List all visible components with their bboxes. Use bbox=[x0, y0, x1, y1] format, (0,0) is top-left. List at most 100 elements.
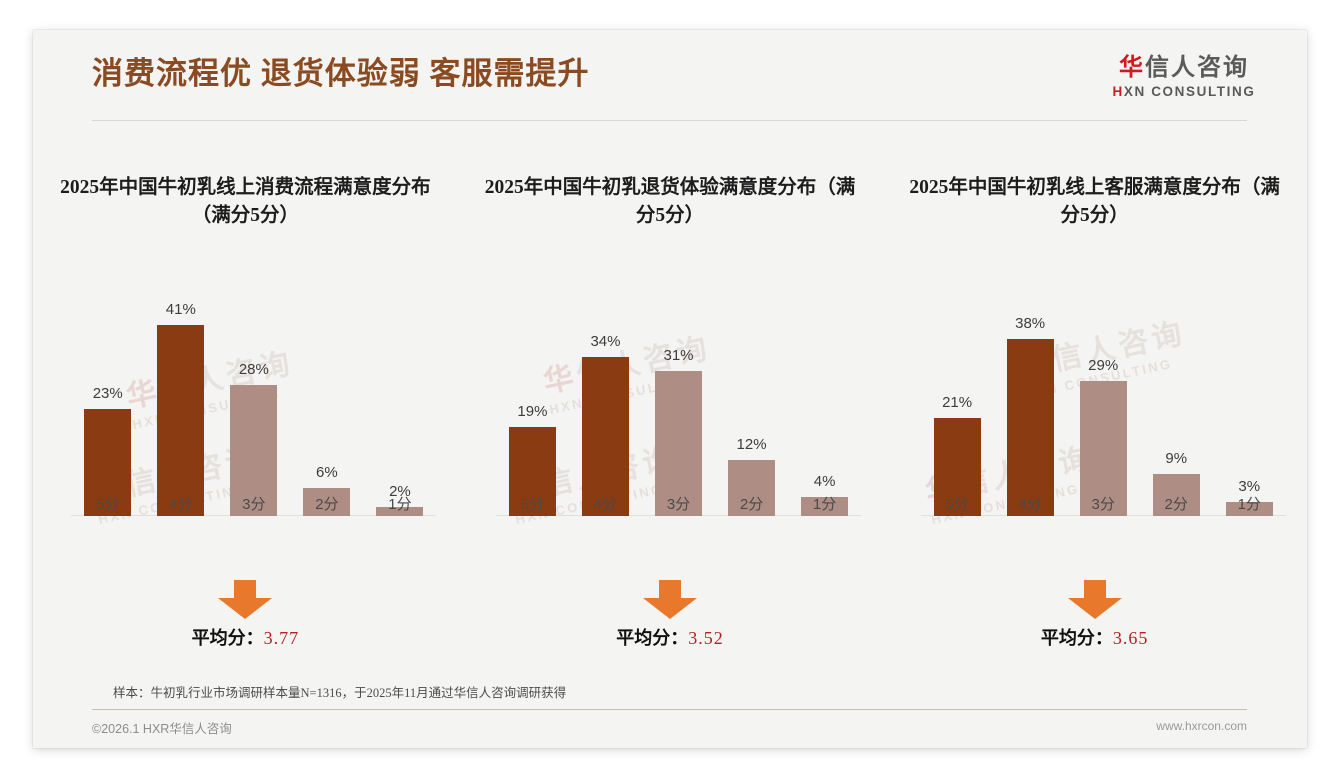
down-arrow-icon bbox=[218, 580, 273, 619]
bar-column[interactable]: 9% 2分 bbox=[1140, 280, 1213, 516]
x-axis-tick-label: 1分 bbox=[812, 496, 837, 513]
bar-column[interactable]: 12% 2分 bbox=[715, 280, 788, 516]
bar-column[interactable]: 41% 4分 bbox=[144, 280, 217, 516]
bar-value-label: 31% bbox=[663, 347, 694, 365]
bar-column[interactable]: 2% 1分 bbox=[363, 280, 436, 516]
title-divider bbox=[92, 120, 1247, 121]
plot-area: 21% 5分 38% 4分 29% 3分 9% 2分 3% 1分 bbox=[921, 280, 1286, 516]
bar-value-label: 38% bbox=[1015, 314, 1046, 332]
bar[interactable] bbox=[230, 385, 278, 516]
x-axis-tick-label: 1分 bbox=[1237, 496, 1261, 513]
average-score-text: 平均分：3.52 bbox=[458, 624, 883, 650]
bar-column[interactable]: 19% 5分 bbox=[496, 280, 569, 516]
bar[interactable] bbox=[1225, 502, 1273, 516]
plot-area: 19% 5分 34% 4分 31% 3分 12% 2分 4% 1分 bbox=[496, 280, 861, 516]
bar-column[interactable]: 23% 5分 bbox=[71, 280, 144, 516]
down-arrow-icon bbox=[1067, 580, 1122, 619]
bar-value-label: 3% bbox=[1238, 478, 1261, 495]
sample-footnote: 样本：牛初乳行业市场调研样本量N=1316，于2025年11月通过华信人咨询调研… bbox=[113, 686, 567, 700]
average-score-block: 平均分：3.77 bbox=[33, 580, 458, 650]
average-score-text: 平均分：3.77 bbox=[33, 624, 458, 650]
bar-value-label: 41% bbox=[165, 300, 196, 318]
bar[interactable] bbox=[655, 371, 702, 516]
bar-chart: 23% 5分 41% 4分 28% 3分 6% 2分 2% 1分 bbox=[71, 280, 437, 550]
bar[interactable] bbox=[801, 497, 849, 516]
slide-header: 消费流程优 退货体验弱 客服需提升 华信人咨询 HXN CONSULTING bbox=[33, 30, 1307, 121]
bar-column[interactable]: 21% 5分 bbox=[921, 280, 994, 516]
x-axis-tick-label: 4分 bbox=[593, 496, 618, 513]
bar[interactable] bbox=[508, 427, 556, 516]
bar-column[interactable]: 38% 4分 bbox=[994, 280, 1067, 516]
down-arrow-icon bbox=[643, 580, 697, 619]
bar[interactable] bbox=[933, 418, 981, 516]
x-axis-tick-label: 5分 bbox=[945, 496, 969, 513]
page-title: 消费流程优 退货体验弱 客服需提升 bbox=[92, 56, 590, 91]
bar[interactable] bbox=[1006, 338, 1054, 516]
chart-title: 2025年中国牛初乳线上消费流程满意度分布（满分5分） bbox=[60, 177, 431, 227]
bar-value-label: 12% bbox=[736, 436, 767, 453]
x-axis-tick-label: 4分 bbox=[1018, 496, 1042, 513]
logo-h-character: H bbox=[1112, 84, 1124, 100]
bar-value-label: 2% bbox=[389, 482, 411, 500]
x-axis-tick-label: 2分 bbox=[739, 496, 764, 513]
bar[interactable] bbox=[84, 408, 132, 516]
bar[interactable] bbox=[1152, 474, 1200, 516]
bar-value-label: 29% bbox=[1088, 356, 1119, 374]
bar-chart: 19% 5分 34% 4分 31% 3分 12% 2分 4% 1分 bbox=[495, 280, 862, 550]
average-score-value: 3.77 bbox=[263, 628, 300, 648]
copyright-text: ©2026.1 HXR华信人咨询 bbox=[92, 722, 232, 736]
average-score-value: 3.52 bbox=[688, 628, 724, 648]
chart-title: 2025年中国牛初乳线上客服满意度分布（满分5分） bbox=[909, 177, 1280, 227]
average-score-label: 平均分： bbox=[191, 628, 264, 648]
bar-value-label: 34% bbox=[590, 333, 621, 351]
bar[interactable] bbox=[1079, 380, 1127, 516]
bar-value-label: 23% bbox=[92, 384, 123, 402]
website-url: www.hxrcon.com bbox=[1156, 719, 1247, 733]
bar-column[interactable]: 31% 3分 bbox=[642, 280, 715, 516]
bar-column[interactable]: 29% 3分 bbox=[1067, 280, 1140, 516]
bar-column[interactable]: 6% 2分 bbox=[290, 280, 363, 516]
x-axis-tick-label: 2分 bbox=[315, 496, 339, 513]
x-axis-tick-label: 2分 bbox=[1164, 496, 1188, 513]
average-score-block: 平均分：3.52 bbox=[458, 580, 883, 650]
footer-divider bbox=[92, 709, 1247, 710]
x-axis-tick-label: 3分 bbox=[1091, 496, 1115, 513]
bar-value-label: 21% bbox=[942, 394, 973, 411]
average-score-label: 平均分： bbox=[1040, 628, 1113, 648]
bar[interactable] bbox=[728, 460, 776, 516]
bar[interactable] bbox=[581, 357, 629, 516]
average-score-block: 平均分：3.65 bbox=[882, 580, 1307, 650]
x-axis-tick-label: 4分 bbox=[169, 496, 193, 513]
bar-value-label: 9% bbox=[1165, 450, 1188, 467]
bar-column[interactable]: 34% 4分 bbox=[569, 280, 642, 516]
x-axis-tick-label: 3分 bbox=[666, 496, 691, 513]
slide-canvas: 消费流程优 退货体验弱 客服需提升 华信人咨询 HXN CONSULTING 华… bbox=[33, 30, 1307, 748]
logo-hua-character: 华 bbox=[1119, 55, 1145, 81]
company-logo: 华信人咨询 HXN CONSULTING bbox=[1093, 55, 1275, 99]
x-axis-tick-label: 1分 bbox=[388, 496, 412, 513]
logo-chinese-text: 华信人咨询 bbox=[1093, 55, 1275, 81]
x-axis-tick-label: 5分 bbox=[520, 496, 545, 513]
bar-column[interactable]: 28% 3分 bbox=[217, 280, 290, 516]
bar-value-label: 6% bbox=[316, 464, 338, 481]
bar-column[interactable]: 3% 1分 bbox=[1213, 280, 1286, 516]
logo-english-text: HXN CONSULTING bbox=[1093, 84, 1275, 99]
bar[interactable] bbox=[303, 488, 351, 516]
chart-title: 2025年中国牛初乳退货体验满意度分布（满分5分） bbox=[484, 177, 856, 227]
average-score-value: 3.65 bbox=[1112, 628, 1149, 648]
bar-value-label: 28% bbox=[238, 361, 269, 379]
x-axis-tick-label: 3分 bbox=[242, 496, 266, 513]
x-axis-tick-label: 5分 bbox=[96, 496, 120, 513]
bar-chart: 21% 5分 38% 4分 29% 3分 9% 2分 3% 1分 bbox=[920, 280, 1286, 550]
bar[interactable] bbox=[157, 324, 205, 516]
plot-area: 23% 5分 41% 4分 28% 3分 6% 2分 2% 1分 bbox=[71, 280, 436, 516]
logo-english-rest: XN CONSULTING bbox=[1123, 84, 1256, 100]
bar[interactable] bbox=[376, 506, 424, 516]
logo-chinese-rest: 信人咨询 bbox=[1145, 55, 1249, 81]
bar-column[interactable]: 4% 1分 bbox=[788, 280, 861, 516]
bar-value-label: 19% bbox=[517, 403, 548, 421]
